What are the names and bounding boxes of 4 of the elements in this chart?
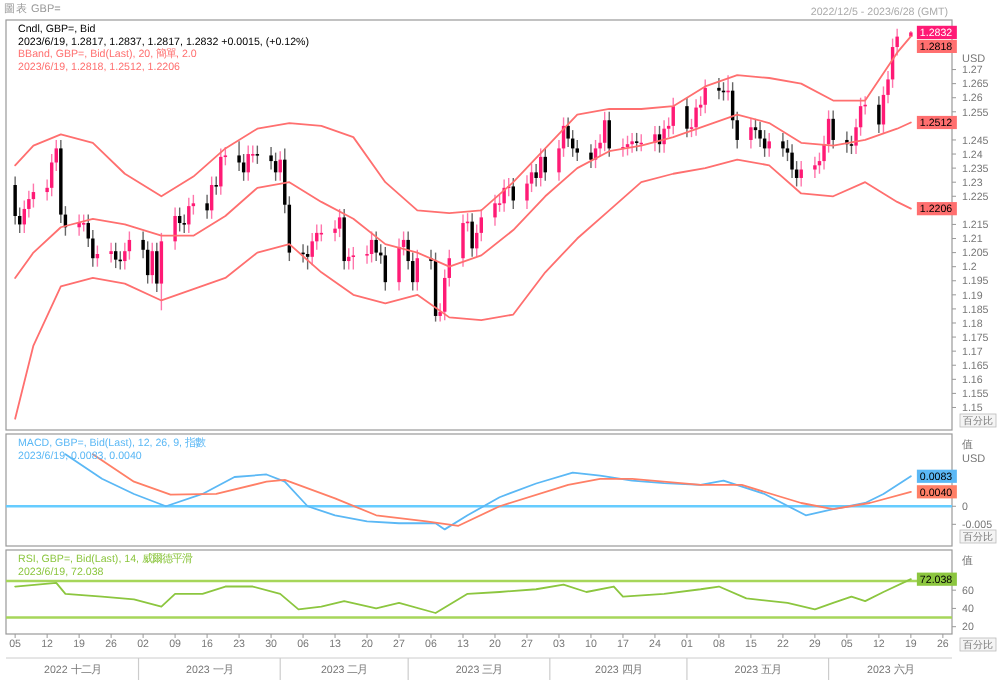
line-series [14, 113, 912, 279]
line-series [14, 158, 912, 420]
line-series [14, 578, 912, 614]
line-series [14, 35, 912, 215]
